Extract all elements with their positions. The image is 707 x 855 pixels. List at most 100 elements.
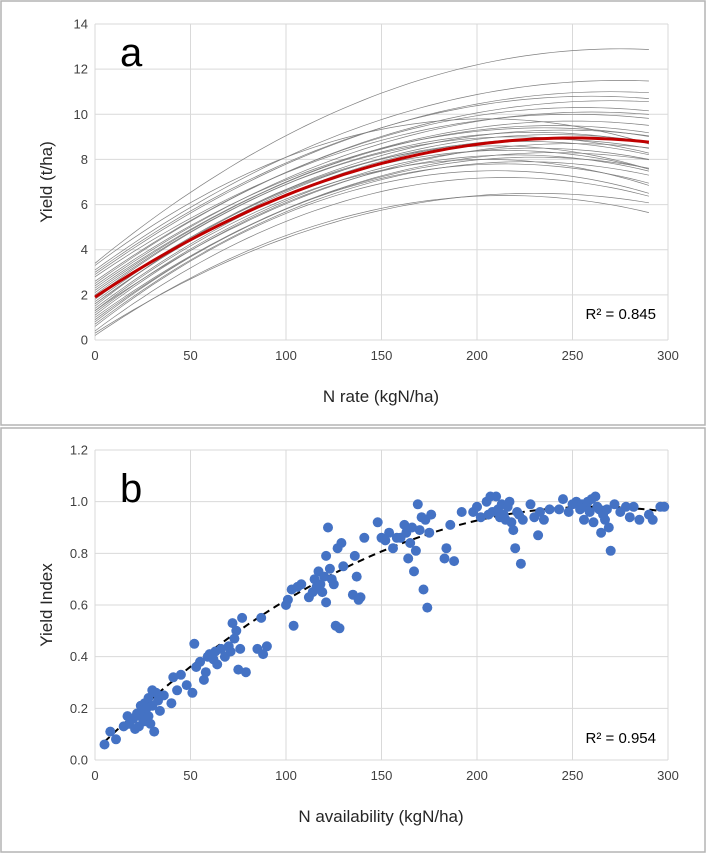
response-curve [94, 125, 649, 293]
data-point [334, 623, 345, 634]
y-tick-label-a: 4 [81, 242, 88, 257]
data-point [506, 517, 517, 528]
data-point [441, 543, 452, 554]
data-point [475, 512, 486, 523]
data-point [388, 543, 398, 554]
data-point [596, 527, 607, 538]
data-point [237, 612, 248, 623]
data-point [328, 579, 339, 590]
data-point [628, 501, 639, 512]
y-tick-label-b: 0.2 [70, 701, 88, 716]
data-point [261, 641, 272, 652]
data-point [258, 649, 269, 660]
data-point [143, 693, 154, 703]
y-axis-title-a: Yield (t/ha) [37, 141, 56, 223]
data-point [412, 499, 423, 510]
response-curve [94, 95, 649, 273]
y-tick-label-a: 0 [81, 333, 88, 348]
x-tick-label-b: 100 [275, 768, 297, 783]
data-point [200, 667, 211, 678]
data-point [407, 522, 418, 533]
response-curve [94, 131, 649, 296]
y-tick-label-a: 14 [74, 17, 88, 32]
response-curve [94, 170, 649, 327]
data-point [418, 584, 429, 595]
data-point [510, 543, 521, 554]
data-point [588, 517, 599, 528]
x-tick-label-b: 300 [657, 768, 679, 783]
data-point [168, 672, 179, 683]
response-curve [94, 107, 649, 284]
data-point [336, 538, 347, 548]
data-point [601, 504, 612, 515]
data-point [231, 625, 242, 636]
data-point [659, 501, 670, 512]
y-tick-label-b: 0.6 [70, 598, 88, 613]
mean-response-curve [94, 136, 650, 299]
response-curve [94, 118, 650, 266]
x-tick-label-b: 0 [91, 768, 98, 783]
data-point [355, 592, 366, 603]
data-point [439, 553, 450, 564]
data-point [151, 687, 162, 698]
data-point [198, 674, 209, 685]
data-point [349, 550, 360, 561]
data-point [216, 643, 227, 654]
x-tick-label-a: 300 [657, 348, 679, 363]
data-point [515, 558, 526, 569]
data-point [189, 638, 200, 649]
data-point [323, 522, 333, 533]
x-tick-label-b: 250 [562, 768, 584, 783]
data-point [544, 504, 555, 515]
data-point [525, 499, 536, 510]
data-point [558, 494, 568, 505]
response-curve [94, 127, 649, 287]
y-tick-label-b: 0.0 [70, 753, 88, 768]
y-tick-label-a: 6 [81, 197, 88, 212]
response-curve [94, 195, 649, 336]
y-tick-label-b: 1.2 [70, 443, 88, 458]
data-point [554, 504, 565, 515]
y-tick-label-a: 12 [74, 62, 88, 77]
data-point [181, 680, 192, 691]
x-tick-label-a: 50 [183, 348, 197, 363]
data-point [538, 514, 549, 525]
data-point [338, 561, 349, 572]
data-point [229, 633, 240, 644]
curves-a [94, 48, 650, 336]
x-tick-label-b: 50 [183, 768, 197, 783]
data-point [372, 517, 383, 528]
x-axis-title-a: N rate (kgN/ha) [323, 387, 439, 406]
data-point [603, 522, 614, 533]
y-tick-labels-a: 0 2 4 6 8 10 12 14 [74, 17, 88, 348]
data-point [195, 656, 206, 667]
y-tick-label-b: 1.0 [70, 494, 88, 509]
data-point [517, 514, 528, 525]
response-curve [94, 163, 649, 323]
response-curve [94, 80, 649, 271]
data-point [426, 509, 437, 520]
chart-a: 0 50 100 150 200 250 300 0 2 4 6 8 10 12 14 a R² = 0.… [37, 17, 679, 407]
panel-label-b: b [120, 467, 142, 511]
data-point [472, 501, 482, 512]
panel-b-border [0, 427, 706, 853]
data-point [403, 553, 414, 564]
data-point [105, 726, 116, 737]
y-tick-labels-b: 0.0 0.2 0.4 0.6 0.8 1.0 1.2 [70, 443, 88, 768]
r-squared-a: R² = 0.845 [586, 306, 656, 323]
data-point [321, 597, 332, 608]
response-curve [94, 129, 649, 300]
y-tick-label-b: 0.4 [70, 649, 88, 664]
data-point [324, 563, 335, 574]
data-point [410, 545, 421, 556]
response-curve [94, 48, 649, 264]
data-point [145, 718, 156, 729]
data-point [288, 620, 299, 631]
x-tick-label-a: 100 [275, 348, 297, 363]
data-point [315, 579, 326, 590]
y-tick-label-a: 2 [81, 287, 88, 302]
data-point [351, 571, 362, 582]
response-curve [94, 113, 649, 278]
data-point [399, 519, 410, 530]
